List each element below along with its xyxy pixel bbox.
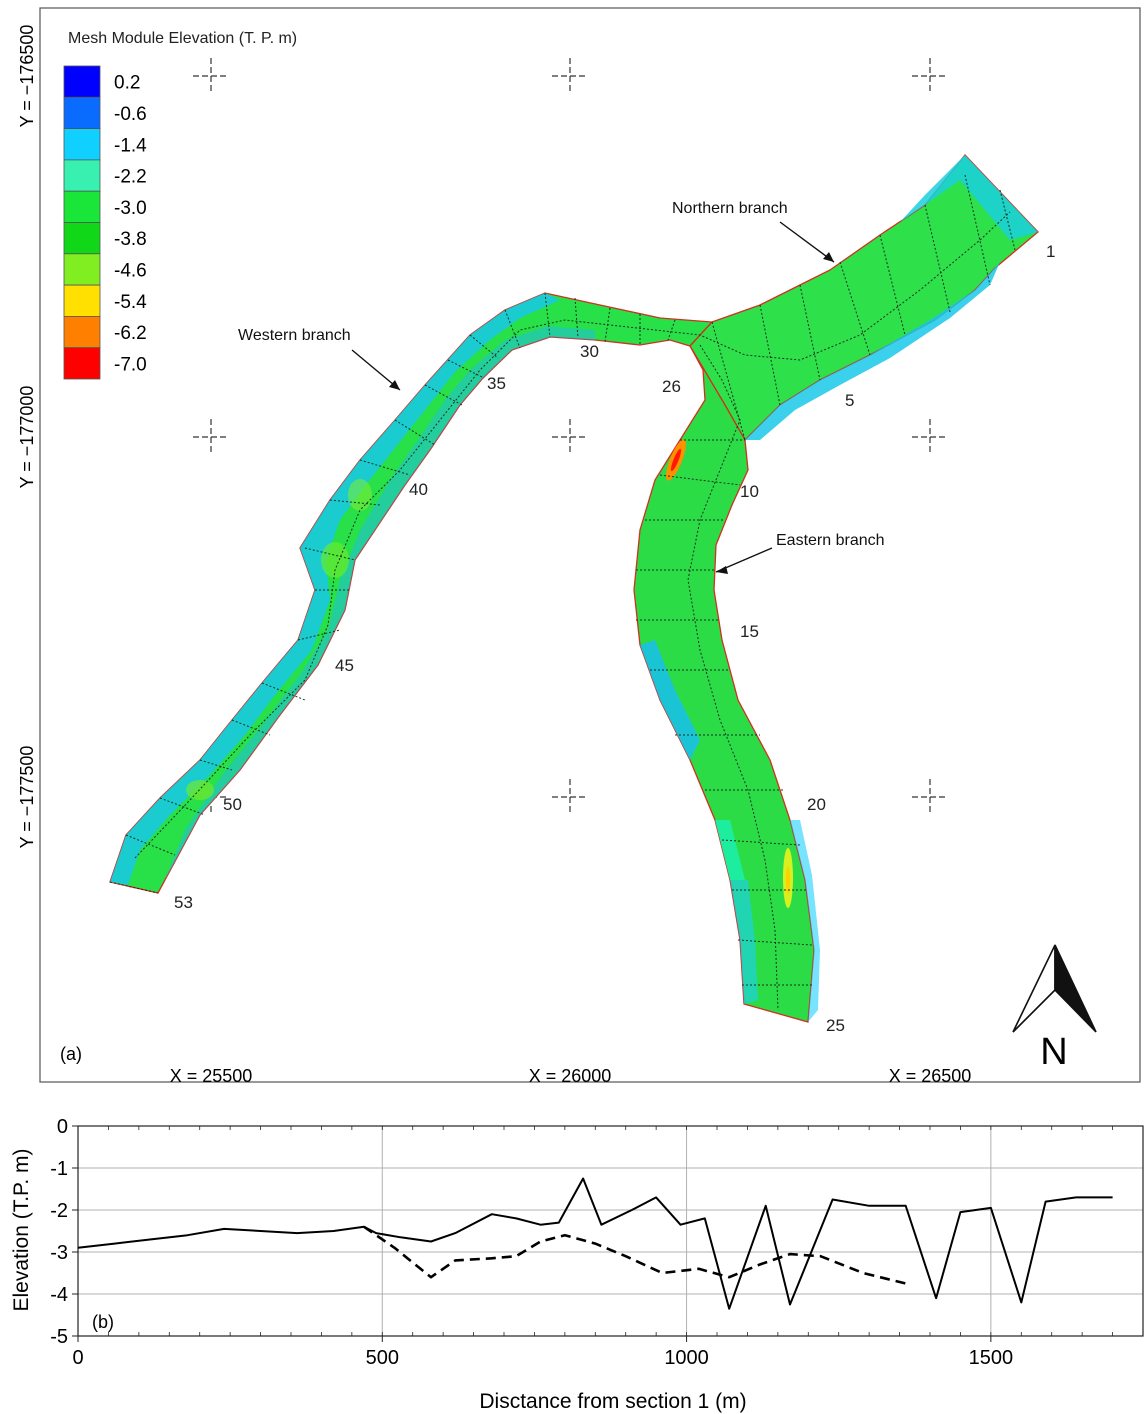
section-45: 45 bbox=[335, 656, 354, 675]
legend-swatch bbox=[63, 190, 101, 223]
y-tick-label: 0 bbox=[57, 1116, 68, 1138]
western-branch-label: Western branch bbox=[238, 327, 351, 344]
profile-grid bbox=[78, 1126, 1143, 1336]
legend-label: -7.0 bbox=[114, 354, 147, 375]
profile-series-dashed bbox=[363, 1225, 907, 1285]
y-tick-label: -4 bbox=[50, 1284, 68, 1306]
profile-lines bbox=[77, 1177, 1113, 1310]
elevation-legend: Mesh Module Elevation (T. P. m) 0.2 -0.6 -… bbox=[63, 30, 297, 380]
x-tick-label-2: X = 26000 bbox=[529, 1066, 612, 1086]
legend-label: -2.2 bbox=[114, 167, 147, 188]
mesh-elevation-map: Mesh Module Elevation (T. P. m) 0.2 -0.6 -… bbox=[17, 7, 1141, 1086]
river-mesh bbox=[109, 154, 1039, 1023]
section-20: 20 bbox=[807, 795, 826, 814]
legend-label: -1.4 bbox=[114, 135, 147, 156]
profile-x-axis-label: Disctance from section 1 (m) bbox=[479, 1390, 746, 1413]
legend-label: -6.2 bbox=[114, 323, 147, 344]
y-tick-label: -1 bbox=[50, 1158, 68, 1180]
northern-branch-arrow bbox=[779, 221, 835, 263]
y-tick-label-3: Y = −177500 bbox=[17, 746, 37, 849]
western-branch-arrow bbox=[351, 349, 401, 391]
profile-y-axis-label: Elevation (T.P. m) bbox=[10, 1148, 33, 1311]
legend-label: -3.8 bbox=[114, 229, 147, 250]
legend-swatch bbox=[63, 222, 101, 255]
legend-label: -5.4 bbox=[114, 292, 147, 313]
legend-title: Mesh Module Elevation (T. P. m) bbox=[68, 30, 297, 47]
legend-swatch bbox=[63, 347, 101, 380]
profile-ticks: 0-1-2-3-4-50 500 1000 1500 bbox=[50, 1116, 1113, 1369]
legend-label: -4.6 bbox=[114, 260, 147, 281]
x-tick-label: 1500 bbox=[969, 1347, 1014, 1369]
legend-swatch bbox=[63, 65, 101, 98]
northern-branch-label: Northern branch bbox=[672, 200, 788, 217]
profile-series-solid bbox=[77, 1177, 1113, 1310]
elevation-profile-chart: 0-1-2-3-4-50 500 1000 1500 (b) Disctance fr… bbox=[10, 1116, 1144, 1413]
section-10: 10 bbox=[740, 482, 759, 501]
profile-panel-label: (b) bbox=[92, 1312, 114, 1332]
x-tick-label-1: X = 25500 bbox=[170, 1066, 253, 1086]
section-26: 26 bbox=[662, 377, 681, 396]
y-tick-label: -5 bbox=[50, 1326, 68, 1348]
section-5: 5 bbox=[845, 391, 854, 410]
section-30: 30 bbox=[580, 342, 599, 361]
north-arrow-icon: N bbox=[1012, 944, 1097, 1073]
legend-label: -0.6 bbox=[114, 104, 147, 125]
eastern-branch-label: Eastern branch bbox=[776, 532, 885, 549]
section-40: 40 bbox=[409, 480, 428, 499]
eastern-branch-area bbox=[633, 345, 815, 1023]
y-tick-label: -2 bbox=[50, 1200, 68, 1222]
north-label: N bbox=[1040, 1031, 1067, 1073]
section-35: 35 bbox=[487, 374, 506, 393]
y-tick-label-1: Y = −176500 bbox=[17, 25, 37, 128]
legend-swatch bbox=[63, 253, 101, 286]
legend-swatch bbox=[63, 96, 101, 130]
legend-swatch bbox=[63, 284, 101, 317]
y-tick-label-2: Y = −177000 bbox=[17, 386, 37, 489]
legend-label: -3.0 bbox=[114, 198, 147, 219]
x-tick-label: 1000 bbox=[664, 1347, 709, 1369]
section-15: 15 bbox=[740, 622, 759, 641]
deep-spots bbox=[186, 439, 793, 908]
legend-swatch bbox=[63, 315, 101, 349]
section-50: 50 bbox=[223, 795, 242, 814]
y-tick-label: -3 bbox=[50, 1242, 68, 1264]
map-panel-label: (a) bbox=[60, 1044, 82, 1064]
legend-swatch bbox=[63, 159, 101, 192]
section-53: 53 bbox=[174, 893, 193, 912]
x-tick-label: 500 bbox=[366, 1347, 399, 1369]
legend-swatch bbox=[63, 128, 101, 161]
x-tick-label: 0 bbox=[72, 1347, 83, 1369]
mesh-lines bbox=[109, 174, 1016, 1011]
x-tick-label-3: X = 26500 bbox=[889, 1066, 972, 1086]
legend-label: 0.2 bbox=[114, 73, 140, 94]
profile-plot-frame bbox=[77, 1125, 1144, 1337]
section-25: 25 bbox=[826, 1016, 845, 1035]
section-1: 1 bbox=[1046, 242, 1055, 261]
